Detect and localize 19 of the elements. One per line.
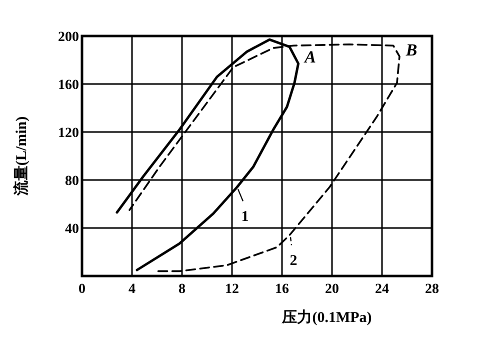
x-tick-label: 8: [178, 282, 186, 297]
annotation: B: [404, 40, 418, 60]
legend-label: 2: [290, 253, 298, 270]
x-tick-label: 28: [425, 282, 439, 297]
legend-label: 1: [241, 209, 249, 226]
x-tick-label: 24: [375, 282, 389, 297]
x-tick-label: 20: [325, 282, 339, 297]
y-tick-label: 40: [65, 222, 79, 237]
annotation: A: [304, 48, 316, 67]
x-tick-label: 16: [275, 282, 289, 297]
y-tick-label: 200: [58, 30, 79, 45]
x-tick-label: 0: [78, 282, 86, 297]
y-tick-label: 120: [58, 126, 79, 141]
y-tick-label: 80: [65, 174, 79, 189]
x-tick-label: 12: [225, 282, 239, 297]
y-axis-title: 流量(L/min): [12, 116, 30, 197]
x-axis-title: 压力(0.1MPa): [281, 309, 372, 326]
y-tick-label: 160: [58, 78, 79, 93]
x-tick-label: 4: [128, 282, 136, 297]
